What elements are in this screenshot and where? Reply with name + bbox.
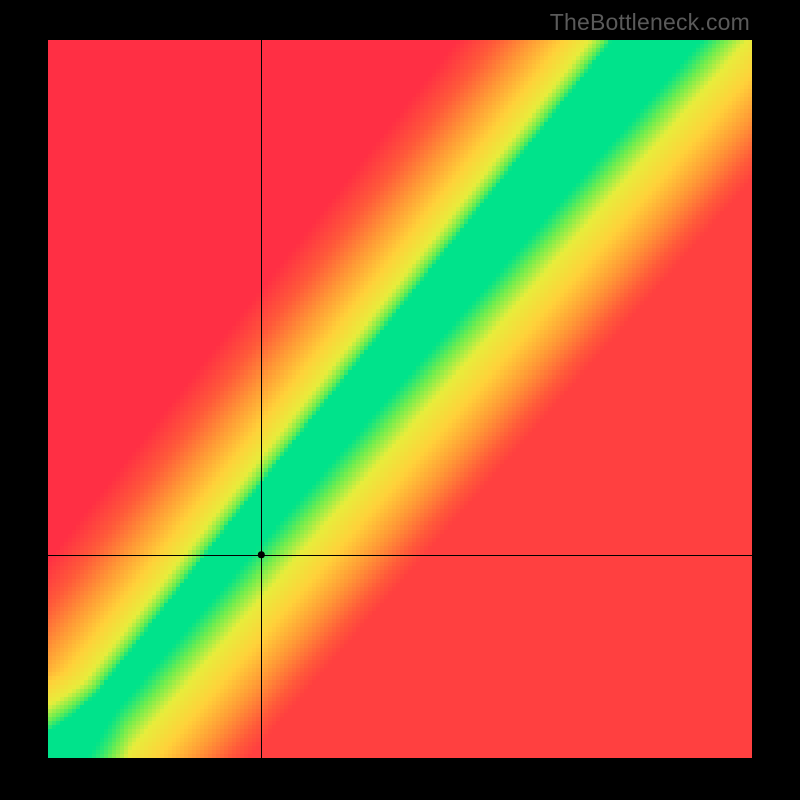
watermark-text: TheBottleneck.com xyxy=(550,9,750,36)
chart-container: TheBottleneck.com xyxy=(0,0,800,800)
heatmap-canvas xyxy=(48,40,752,758)
plot-area xyxy=(48,40,752,758)
